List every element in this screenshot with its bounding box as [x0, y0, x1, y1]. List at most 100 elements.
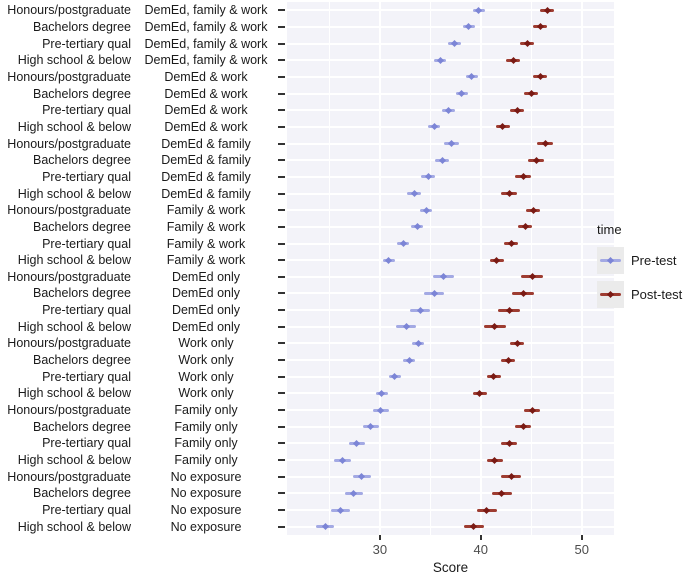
posttest-point: [521, 223, 529, 231]
posttest-point: [509, 56, 517, 64]
y-axis-tick: [278, 92, 285, 95]
education-label: Bachelors degree: [33, 286, 131, 301]
exposure-label: No exposure: [170, 469, 242, 484]
legend-entry-pretest: Pre-test: [597, 247, 682, 274]
exposure-label: DemEd & family: [161, 136, 251, 151]
y-axis-row-label: Honours/postgraduate No exposure: [0, 469, 276, 485]
legend-label-posttest: Post-test: [631, 287, 683, 302]
y-axis-tick: [278, 225, 285, 228]
y-axis-tick: [278, 475, 285, 478]
legend: time Pre-test Post-test: [597, 222, 682, 315]
exposure-label: DemEd & work: [164, 119, 248, 134]
y-axis-tick: [278, 325, 285, 328]
gridline-row: [287, 392, 614, 395]
y-axis-row-label: High school & below Work only: [0, 385, 276, 401]
education-label: Pre-tertiary qual: [42, 103, 131, 118]
gridline-row: [287, 192, 614, 195]
gridline-row: [287, 25, 614, 28]
education-label: High school & below: [17, 119, 131, 134]
pretest-point: [399, 239, 407, 248]
legend-entry-posttest: Post-test: [597, 281, 682, 308]
x-axis-tick-label: 40: [473, 542, 488, 557]
exposure-label: Family only: [174, 419, 238, 434]
y-axis-tick: [278, 242, 285, 245]
y-axis-row-label: Pre-tertiary qual Work only: [0, 369, 276, 385]
gridline-row: [287, 375, 614, 378]
y-axis-tick: [278, 275, 285, 278]
posttest-point: [507, 239, 515, 248]
y-axis-row-label: Pre-tertiary qual Family only: [0, 435, 276, 451]
y-axis-row-label: Pre-tertiary qual Family & work: [0, 236, 276, 252]
x-axis-tick: [378, 535, 381, 540]
y-axis-tick: [278, 175, 285, 178]
exposure-label: Family only: [174, 403, 238, 418]
y-axis-row-label: Pre-tertiary qual DemEd & work: [0, 102, 276, 118]
y-axis-row-label: Pre-tertiary qual DemEd & family: [0, 169, 276, 185]
posttest-point: [493, 256, 501, 264]
exposure-label: DemEd only: [171, 286, 241, 301]
exposure-label: DemEd & family: [161, 153, 251, 168]
education-label: High school & below: [17, 319, 131, 334]
gridline-row: [287, 492, 614, 495]
y-axis-row-label: High school & below DemEd only: [0, 319, 276, 335]
posttest-point: [513, 339, 521, 347]
gridline-row: [287, 242, 614, 245]
pretest-point: [336, 506, 345, 514]
y-axis-row-label: Bachelors degree No exposure: [0, 485, 276, 501]
y-axis-tick: [278, 525, 285, 528]
exposure-label: No exposure: [170, 486, 242, 501]
gridline-row: [287, 459, 614, 462]
y-axis-row-label: High school & below DemEd & family: [0, 186, 276, 202]
y-axis-row-label: Bachelors degree DemEd & family: [0, 152, 276, 168]
y-axis-tick: [278, 459, 285, 462]
exposure-label: DemEd & family: [161, 186, 251, 201]
exposure-label: DemEd & work: [164, 103, 248, 118]
posttest-point: [507, 473, 515, 481]
pretest-point: [402, 323, 410, 331]
education-label: High school & below: [17, 386, 131, 401]
y-axis-row-label: Bachelors degree DemEd only: [0, 285, 276, 301]
y-axis-tick: [278, 209, 285, 212]
exposure-label: Family & work: [166, 203, 246, 218]
y-axis-row-label: Honours/postgraduate DemEd only: [0, 269, 276, 285]
posttest-point: [491, 456, 499, 464]
education-label: Pre-tertiary qual: [42, 36, 131, 51]
exposure-label: No exposure: [170, 503, 242, 518]
y-axis-row-label: Pre-tertiary qual DemEd only: [0, 302, 276, 318]
gridline-major-x50: [580, 2, 583, 535]
education-label: Honours/postgraduate: [7, 336, 131, 351]
education-label: Bachelors degree: [33, 153, 131, 168]
gridline-row: [287, 259, 614, 262]
legend-title: time: [597, 222, 622, 237]
exposure-label: DemEd, family & work: [144, 36, 268, 51]
exposure-label: DemEd & work: [164, 69, 248, 84]
education-label: Pre-tertiary qual: [42, 169, 131, 184]
y-axis-tick: [278, 109, 285, 112]
exposure-label: DemEd only: [171, 269, 241, 284]
education-label: High school & below: [17, 519, 131, 534]
education-label: High school & below: [17, 453, 131, 468]
exposure-label: DemEd, family & work: [144, 3, 268, 18]
y-axis-row-label: Bachelors degree Family only: [0, 419, 276, 435]
y-axis-row-label: Bachelors degree DemEd, family & work: [0, 19, 276, 35]
posttest-point: [498, 489, 506, 497]
y-axis-row-label: Honours/postgraduate Family only: [0, 402, 276, 418]
education-label: Honours/postgraduate: [7, 403, 131, 418]
pretest-point: [350, 489, 358, 497]
education-label: Pre-tertiary qual: [42, 369, 131, 384]
education-label: Pre-tertiary qual: [42, 303, 131, 318]
exposure-label: Family only: [174, 436, 238, 451]
gridline-row: [287, 292, 614, 295]
exposure-label: DemEd only: [171, 303, 241, 318]
pretest-point: [414, 339, 422, 347]
plot-panel: [287, 2, 614, 535]
posttest-point: [504, 356, 512, 364]
posttest-point: [483, 506, 491, 514]
y-axis-row-label: Bachelors degree Work only: [0, 352, 276, 368]
legend-label-pretest: Pre-test: [631, 253, 677, 268]
y-axis-row-label: Honours/postgraduate Work only: [0, 335, 276, 351]
y-axis-tick: [278, 492, 285, 495]
y-axis-row-label: High school & below DemEd, family & work: [0, 52, 276, 68]
posttest-point: [513, 106, 521, 114]
posttest-point: [519, 423, 527, 431]
